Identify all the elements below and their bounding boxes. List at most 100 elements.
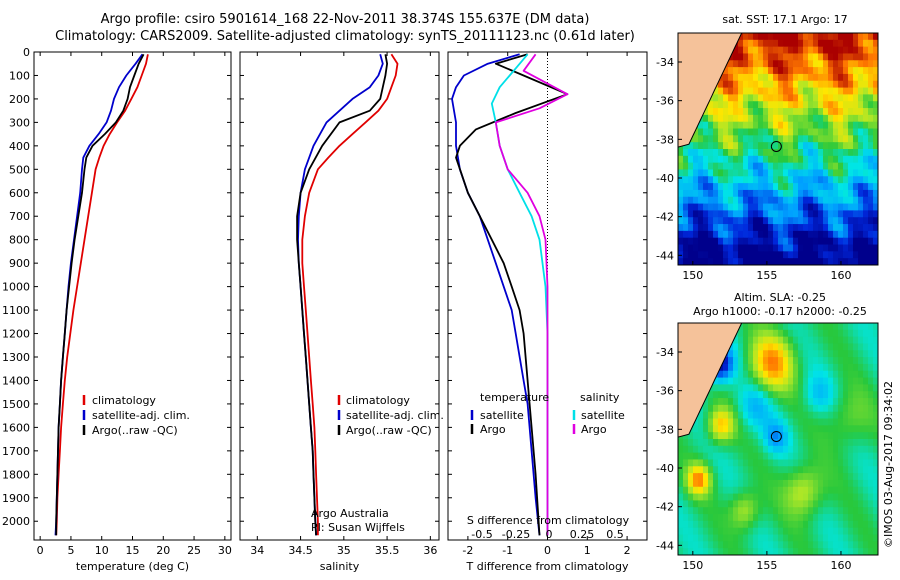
land-mass (678, 323, 743, 438)
y-tick-label: 2000 (2, 515, 30, 528)
legend-title-temperature: temperature (480, 391, 549, 404)
x-tick-label: -2 (462, 544, 473, 557)
legend-label: Argo (581, 423, 607, 436)
legend-label: climatology (346, 394, 410, 407)
land-mass (678, 33, 743, 148)
legend-label: Argo(..raw -QC) (346, 424, 432, 437)
x-tick-label: 36 (423, 544, 437, 557)
y-tick-label: 400 (9, 140, 30, 153)
x-tick-label: 35 (337, 544, 351, 557)
y-tick-label: 700 (9, 210, 30, 223)
sla-map-title-line1: Altim. SLA: -0.25 (733, 291, 827, 304)
x-tick-label: 34 (250, 544, 264, 557)
y-tick-label: -40 (656, 172, 674, 185)
legend-label: satellite-adj. clim. (346, 409, 444, 422)
y-tick-label: -40 (656, 462, 674, 475)
y-tick-label: 1100 (2, 304, 30, 317)
x-tick-label: 30 (218, 544, 232, 557)
sst-map-title: sat. SST: 17.1 Argo: 17 (722, 13, 848, 26)
y-tick-label: 1600 (2, 421, 30, 434)
salinity-panel: 34 34.5 35 35.5 36 salinity climatology satelli… (239, 51, 444, 573)
annotation-line1: Argo Australia (311, 507, 389, 520)
legend-label: Argo(..raw -QC) (92, 424, 178, 437)
x-tick-label: 5 (67, 544, 74, 557)
x-tick-label: 150 (682, 559, 703, 572)
temperature-panel: 0 5 10 15 20 25 300100200300400500600700800900… (2, 46, 232, 573)
figure-title-line2: Climatology: CARS2009. Satellite-adjuste… (55, 29, 635, 44)
y-tick-label: -42 (656, 211, 674, 224)
x-tick-label: -1 (502, 544, 513, 557)
x-top-tick-label: 0.25 (570, 528, 595, 541)
y-tick-label: -34 (656, 56, 674, 69)
series-line-argo-raw-qc- (55, 53, 145, 536)
y-tick-label: 1700 (2, 445, 30, 458)
y-tick-label: 1000 (2, 281, 30, 294)
sst-field (678, 33, 878, 265)
figure-title-line1: Argo profile: csiro 5901614_168 22-Nov-2… (100, 12, 590, 27)
sla-map-title-line2: Argo h1000: -0.17 h2000: -0.25 (693, 305, 867, 318)
legend-title-salinity: salinity (580, 391, 620, 404)
sst-frame (677, 32, 879, 266)
y-tick-label: 500 (9, 163, 30, 176)
x-axis-label: temperature (deg C) (76, 560, 189, 573)
legend-label: satellite-adj. clim. (92, 409, 190, 422)
y-tick-label: -42 (656, 501, 674, 514)
x-tick-label: 10 (95, 544, 109, 557)
difference-panel: -2 -1 0 1 2 T difference from climatology S di… (447, 51, 648, 573)
y-tick-label: 800 (9, 234, 30, 247)
y-tick-label: -38 (656, 423, 674, 436)
sla-frame (677, 322, 879, 556)
legend-label: climatology (92, 394, 156, 407)
sla-map-panel: 150 155 160 -34 -36 -38 -40 -42 -44 (656, 322, 879, 572)
legend-label: Argo (480, 423, 506, 436)
x-axis-label: salinity (320, 560, 360, 573)
x-tick-label: 20 (156, 544, 170, 557)
x-tick-label: 2 (624, 544, 631, 557)
y-tick-label: 900 (9, 257, 30, 270)
series-line-climatology (301, 53, 399, 536)
x-tick-label: 34.5 (288, 544, 313, 557)
x-tick-label: 1 (584, 544, 591, 557)
x-tick-label: 160 (830, 559, 851, 572)
temperature-frame (33, 51, 232, 541)
sst-map-panel: 150 155 160 -34 -36 -38 -40 -42 -44 (656, 32, 879, 282)
x-tick-label: 15 (126, 544, 140, 557)
y-tick-label: 0 (23, 46, 30, 59)
x-top-tick-label: -0.5 (471, 528, 492, 541)
y-tick-label: -44 (656, 249, 674, 262)
x-axis-top-label: S difference from climatology (467, 514, 630, 527)
series-line-argo-raw-qc- (296, 54, 389, 536)
y-tick-label: 200 (9, 93, 30, 106)
y-tick-label: 1400 (2, 374, 30, 387)
y-tick-label: 600 (9, 187, 30, 200)
y-tick-label: 100 (9, 69, 30, 82)
argo-position-marker (770, 140, 782, 152)
legend-label: satellite (480, 409, 524, 422)
salinity-frame (239, 51, 440, 541)
x-tick-label: 155 (756, 559, 777, 572)
y-tick-label: 1200 (2, 328, 30, 341)
y-tick-label: -36 (656, 95, 674, 108)
y-tick-label: -36 (656, 385, 674, 398)
x-tick-label: 35.5 (375, 544, 400, 557)
y-tick-label: 1500 (2, 398, 30, 411)
x-tick-label: 0 (37, 544, 44, 557)
series-line-satellite (451, 53, 541, 536)
x-top-tick-label: 0 (546, 528, 553, 541)
x-tick-label: 160 (830, 269, 851, 282)
x-top-tick-label: -0.25 (502, 528, 530, 541)
series-line-argo (494, 53, 569, 536)
y-tick-label: -44 (656, 539, 674, 552)
y-tick-label: 1900 (2, 492, 30, 505)
annotation-line2: PI: Susan Wijffels (311, 521, 405, 534)
x-top-tick-label: 0.5 (606, 528, 624, 541)
y-tick-label: 1300 (2, 351, 30, 364)
x-tick-label: 155 (756, 269, 777, 282)
sla-field (678, 323, 878, 555)
x-axis-label: T difference from climatology (466, 560, 629, 573)
y-tick-label: -34 (656, 346, 674, 359)
y-tick-label: -38 (656, 133, 674, 146)
legend-label: satellite (581, 409, 625, 422)
y-tick-label: 1800 (2, 468, 30, 481)
